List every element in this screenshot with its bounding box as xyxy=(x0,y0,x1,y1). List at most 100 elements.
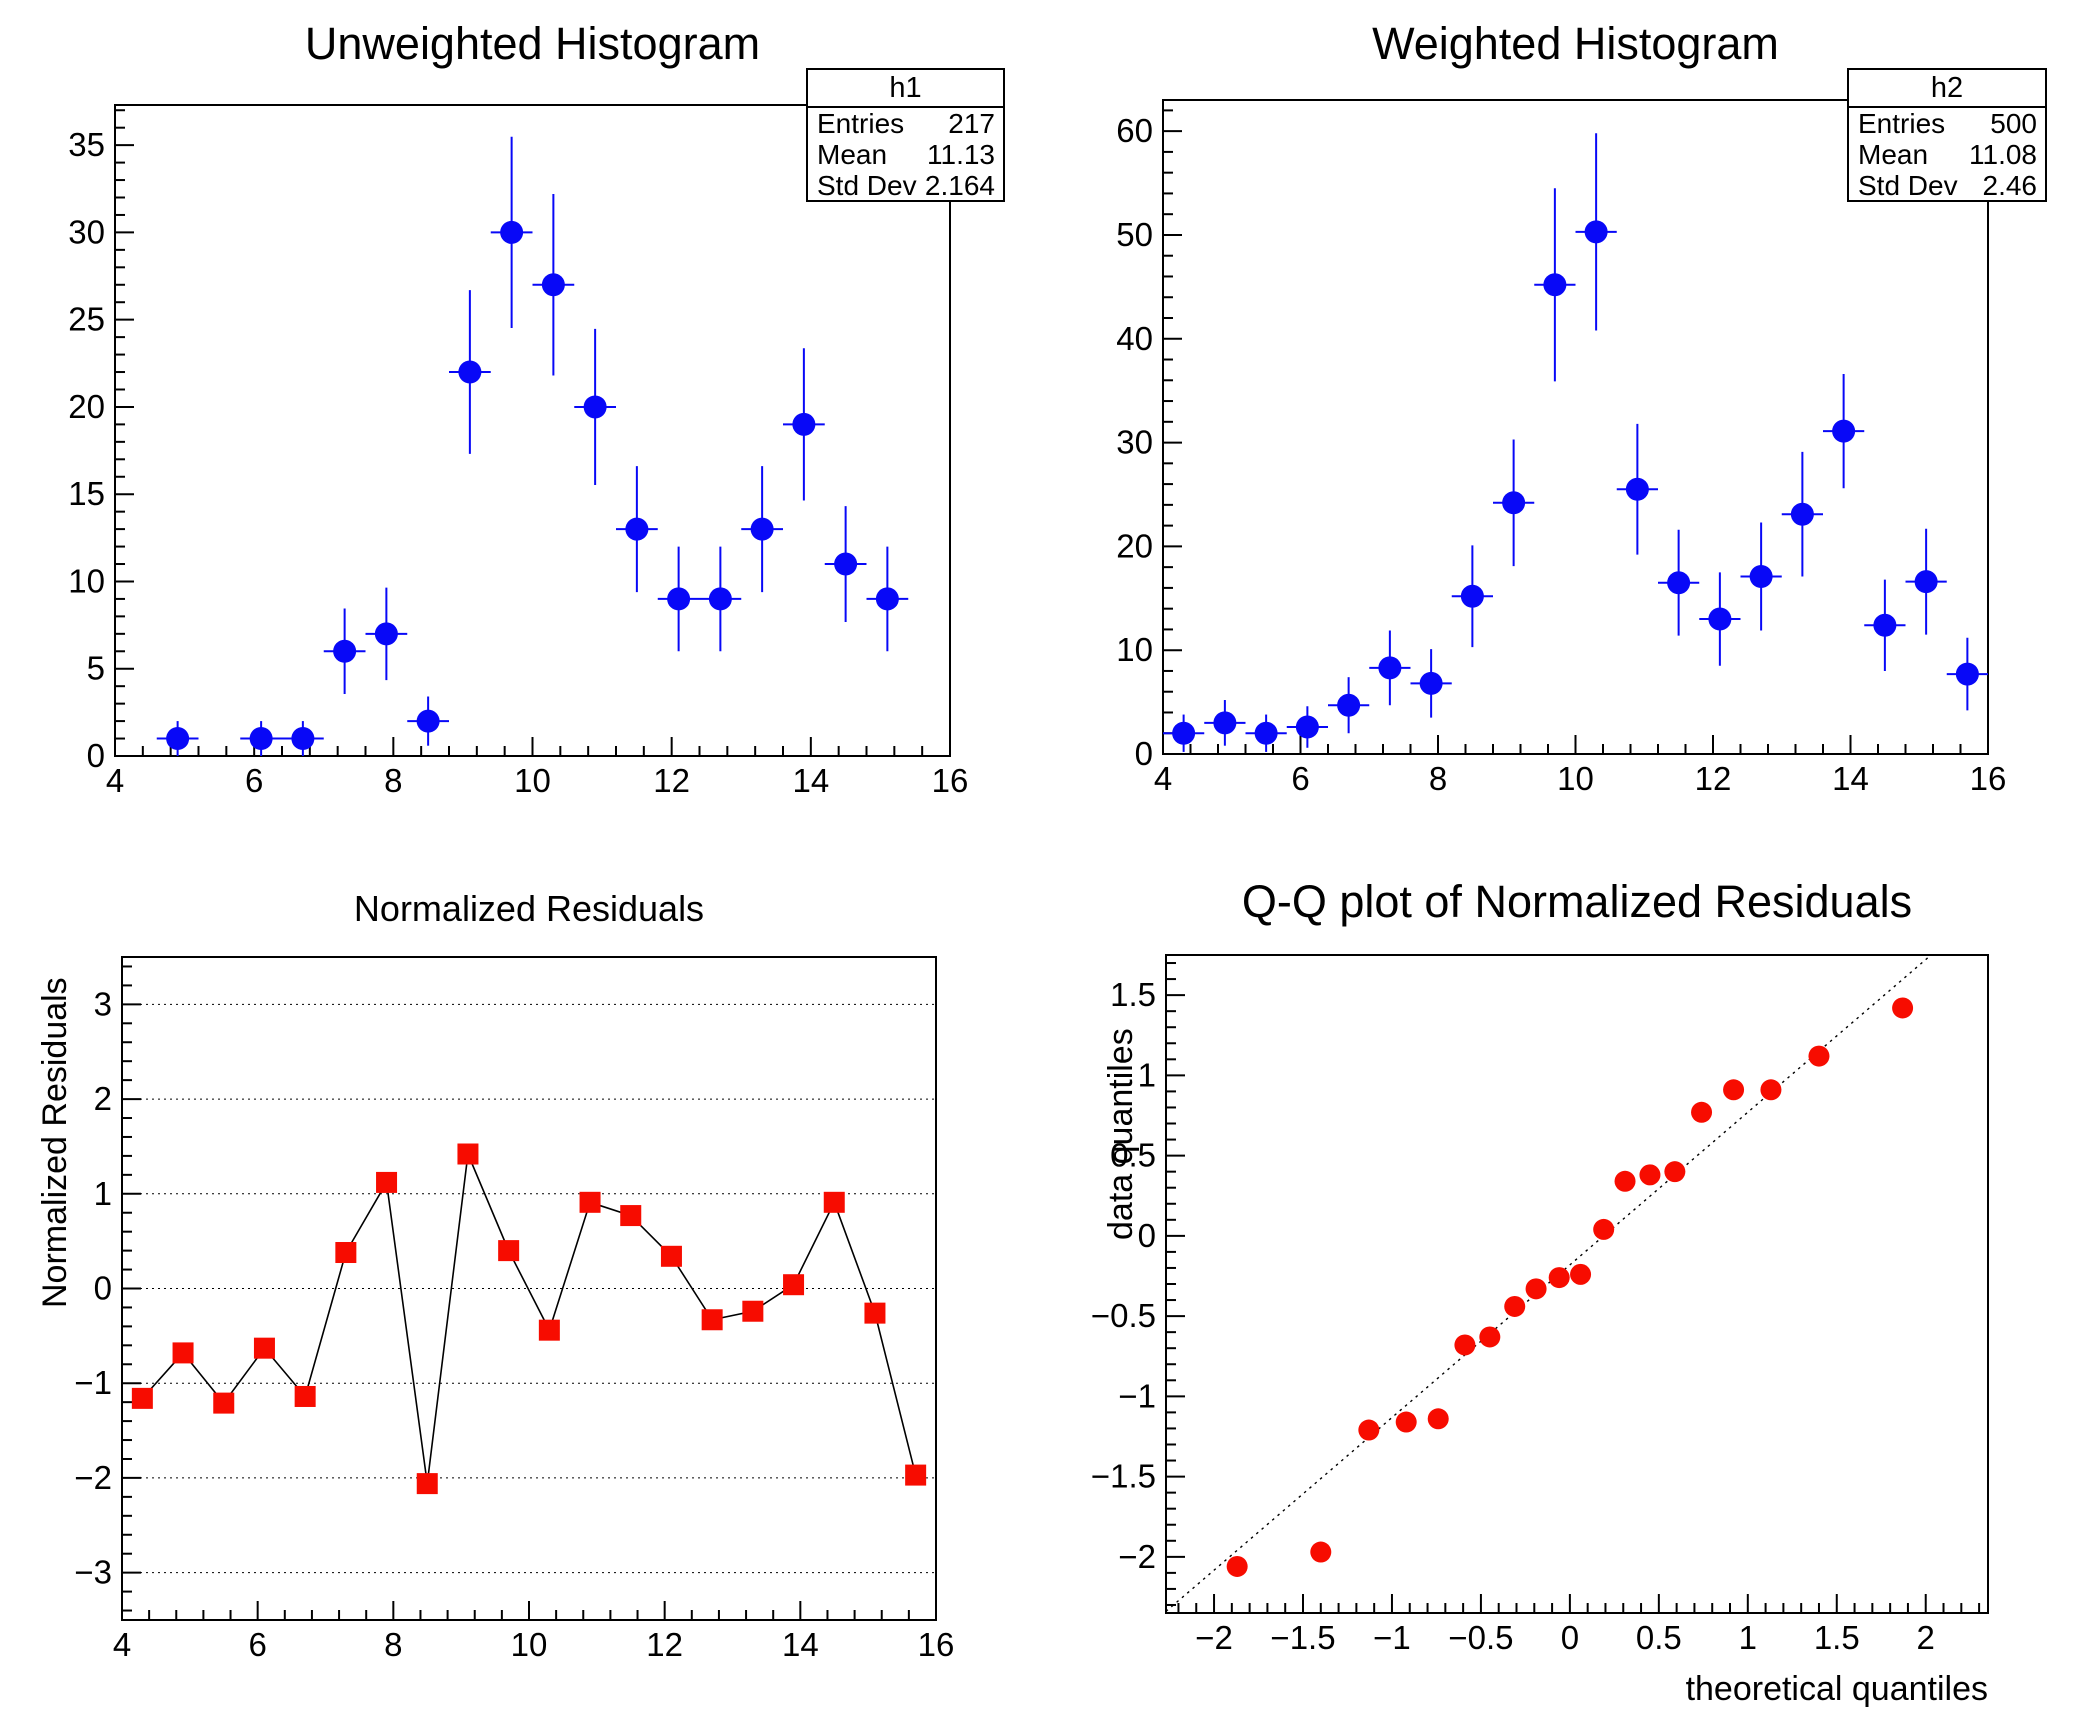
data-point xyxy=(249,727,273,751)
plot-area xyxy=(1226,997,1914,1577)
stats-row-mean: Mean 11.08 xyxy=(1849,139,2045,170)
data-point xyxy=(1310,1541,1332,1563)
pad-weighted-histogram: Weighted Histogram 4 6 8 10 12 14 16 0 10 20 30 40 5… xyxy=(1044,0,2088,858)
data-point xyxy=(834,552,858,576)
y-tick-label: −1 xyxy=(74,1364,112,1401)
data-point xyxy=(1525,1278,1547,1300)
data-point xyxy=(1749,564,1773,588)
plot-frame xyxy=(1162,99,1989,755)
y-tick-label: 35 xyxy=(68,126,105,163)
pad-unweighted-histogram: Unweighted Histogram 4 6 8 10 12 14 16 0 5 10 15 20… xyxy=(0,0,1044,858)
plot-area xyxy=(1163,133,1988,752)
y-tick-label: 0.5 xyxy=(1110,1137,1156,1174)
y-tick-label: 1.5 xyxy=(1110,976,1156,1013)
data-point xyxy=(1479,1326,1501,1348)
plot-area xyxy=(131,1143,927,1495)
x-tick-label: 2 xyxy=(1917,1619,1935,1656)
data-point xyxy=(1378,656,1402,680)
y-tick-label: 1 xyxy=(1138,1056,1156,1093)
data-point xyxy=(500,220,524,244)
plot-qq: −2 −1.5 −1 −0.5 0 0.5 1 1.5 2 −2 −1.5 −1 −0.5 0 0.5 1 1.… xyxy=(1091,954,1989,1656)
y-axis: −3 −2 −1 0 1 2 3 xyxy=(74,965,141,1612)
stats-value: 2.164 xyxy=(924,169,995,201)
data-point xyxy=(1723,1079,1745,1101)
data-point xyxy=(708,587,732,611)
data-point xyxy=(1502,491,1526,515)
x-tick-label: 8 xyxy=(1429,760,1447,797)
data-point xyxy=(294,1385,316,1407)
data-point xyxy=(1639,1164,1661,1186)
data-point xyxy=(172,1342,194,1364)
data-point xyxy=(1584,220,1608,244)
data-point xyxy=(823,1191,845,1213)
x-tick-label: −0.5 xyxy=(1448,1619,1513,1656)
x-axis-title-theoretical-quantiles: theoretical quantiles xyxy=(1685,1670,1988,1708)
y-tick-label: 0 xyxy=(1135,735,1153,772)
y-tick-label: −1.5 xyxy=(1091,1458,1156,1495)
data-point xyxy=(1504,1295,1526,1317)
error-bars xyxy=(156,136,909,756)
data-point xyxy=(131,1387,153,1409)
data-point xyxy=(1593,1218,1615,1240)
data-point xyxy=(1808,1045,1830,1067)
data-point xyxy=(1667,571,1691,595)
plot-frame xyxy=(121,956,937,1621)
stats-row-entries: Entries 500 xyxy=(1849,108,2045,139)
x-axis: 4 6 8 10 12 14 16 xyxy=(113,1601,954,1663)
x-tick-label: 8 xyxy=(384,762,402,799)
x-tick-label: 0 xyxy=(1561,1619,1579,1656)
stats-label: Entries xyxy=(817,107,905,139)
plot-weighted-histogram: 4 6 8 10 12 14 16 0 10 20 30 40 50 60 xyxy=(1116,99,2006,797)
y-tick-label: 25 xyxy=(68,301,105,338)
x-tick-label: 10 xyxy=(1557,760,1594,797)
title-qq-plot: Q-Q plot of Normalized Residuals xyxy=(1241,876,1913,927)
data-point xyxy=(1664,1161,1686,1183)
stats-value: 11.08 xyxy=(1969,138,2037,170)
data-point xyxy=(620,1205,642,1227)
data-point xyxy=(1955,662,1979,686)
stats-value: 500 xyxy=(1990,107,2037,139)
y-tick-label: −3 xyxy=(74,1554,112,1591)
data-point xyxy=(541,273,565,297)
y-tick-label: 1 xyxy=(94,1175,112,1212)
data-point xyxy=(579,1191,601,1213)
stats-title-h2: h2 xyxy=(1849,70,2045,108)
x-axis: −2 −1.5 −1 −0.5 0 0.5 1 1.5 2 xyxy=(1177,1594,1981,1656)
y-tick-label: 30 xyxy=(68,213,105,250)
x-tick-label: 6 xyxy=(245,762,263,799)
stats-value: 2.46 xyxy=(1982,169,2038,201)
y-tick-label: −1 xyxy=(1118,1377,1156,1414)
y-axis: 0 5 10 15 20 25 30 35 xyxy=(68,109,134,774)
data-point xyxy=(376,1171,398,1193)
data-point xyxy=(792,412,816,436)
data-point xyxy=(253,1337,275,1359)
plot-frame xyxy=(114,104,951,757)
x-tick-label: 4 xyxy=(1154,760,1172,797)
y-tick-label: 0 xyxy=(94,1270,112,1307)
x-tick-label: −1.5 xyxy=(1270,1619,1335,1656)
data-point xyxy=(1454,1334,1476,1356)
data-point xyxy=(1543,273,1567,297)
data-point xyxy=(291,727,315,751)
data-point xyxy=(1226,1555,1248,1577)
data-point xyxy=(667,587,691,611)
y-tick-label: 10 xyxy=(1116,631,1153,668)
data-points xyxy=(131,1143,927,1495)
data-point xyxy=(1625,477,1649,501)
data-point xyxy=(864,1302,886,1324)
stats-value: 11.13 xyxy=(927,138,995,170)
x-tick-label: −2 xyxy=(1195,1619,1233,1656)
y-tick-label: 20 xyxy=(1116,527,1153,564)
data-point xyxy=(701,1309,723,1331)
data-point xyxy=(1213,711,1237,735)
y-tick-label: 3 xyxy=(94,985,112,1022)
y-axis: 0 10 20 30 40 50 60 xyxy=(1116,109,1182,772)
x-tick-label: 6 xyxy=(248,1626,266,1663)
y-tick-label: −2 xyxy=(1118,1538,1156,1575)
title-weighted-histogram: Weighted Histogram xyxy=(1372,18,1779,69)
data-point xyxy=(750,517,774,541)
data-point xyxy=(1427,1408,1449,1430)
x-tick-label: 16 xyxy=(932,762,969,799)
data-point xyxy=(1337,693,1361,717)
